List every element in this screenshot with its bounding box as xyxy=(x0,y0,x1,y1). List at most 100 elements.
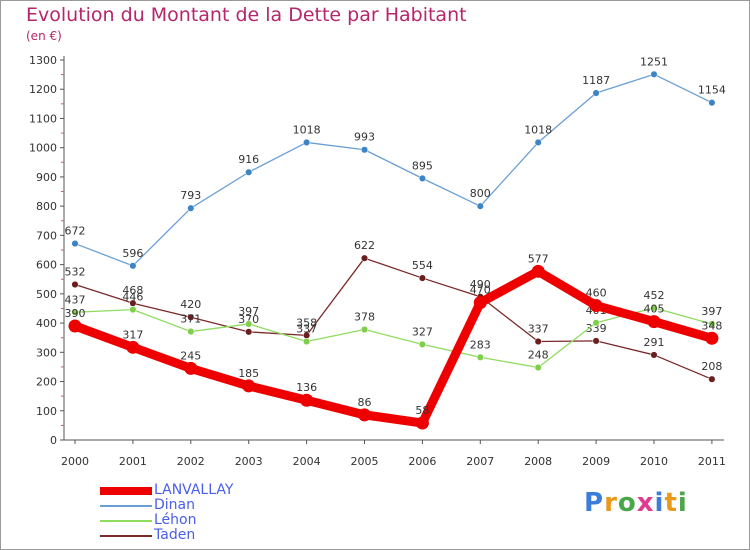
logo-letter: r xyxy=(604,488,618,518)
data-label-taden: 622 xyxy=(354,239,375,252)
data-label-l-hon: 248 xyxy=(528,349,549,362)
data-label-lanvallay: 405 xyxy=(644,303,665,316)
data-label-dinan: 793 xyxy=(180,189,201,202)
data-point-l-hon xyxy=(129,306,137,314)
data-label-l-hon: 446 xyxy=(122,291,143,304)
data-label-l-hon: 378 xyxy=(354,311,375,324)
data-point-taden xyxy=(360,254,369,262)
y-tick-label: 400 xyxy=(36,317,57,330)
data-point-lanvallay xyxy=(647,315,661,329)
series-line-dinan xyxy=(74,73,713,267)
data-label-lanvallay: 460 xyxy=(586,287,607,300)
data-point-l-hon xyxy=(650,304,658,312)
series-line-taden xyxy=(74,257,713,380)
data-label-dinan: 916 xyxy=(238,153,259,166)
x-tick-label: 2000 xyxy=(61,455,89,468)
data-point-l-hon xyxy=(708,320,716,328)
y-tick-label: 1300 xyxy=(29,54,57,67)
data-point-dinan xyxy=(708,99,716,107)
data-point-taden xyxy=(418,274,426,282)
data-point-dinan xyxy=(129,262,137,270)
data-label-lanvallay: 317 xyxy=(122,328,143,341)
data-label-dinan: 672 xyxy=(65,225,86,238)
data-point-lanvallay xyxy=(415,416,429,430)
data-point-taden xyxy=(534,337,542,346)
y-tick-label: 800 xyxy=(36,200,57,213)
logo-letter: i xyxy=(654,488,665,518)
legend-label: Taden xyxy=(154,527,196,543)
data-point-taden xyxy=(708,375,716,383)
data-label-taden: 490 xyxy=(470,278,491,291)
logo-letter: o xyxy=(617,488,637,518)
x-tick-label: 2006 xyxy=(408,455,436,468)
legend-swatch xyxy=(100,520,152,522)
chart-subtitle: (en €) xyxy=(26,29,62,43)
data-point-dinan xyxy=(360,146,369,154)
series-line-l-hon xyxy=(74,307,713,369)
data-point-lanvallay xyxy=(126,340,140,354)
data-point-dinan xyxy=(71,240,79,248)
data-point-lanvallay xyxy=(358,408,371,422)
data-point-dinan xyxy=(592,89,600,97)
y-tick-label: 700 xyxy=(36,229,57,242)
data-point-dinan xyxy=(534,138,542,146)
data-point-l-hon xyxy=(187,328,195,336)
data-point-l-hon xyxy=(476,353,484,361)
legend-label: Léhon xyxy=(154,512,197,528)
y-tick-label: 300 xyxy=(36,346,57,359)
data-point-lanvallay xyxy=(300,393,314,407)
data-point-dinan xyxy=(650,70,658,78)
data-label-dinan: 895 xyxy=(412,159,433,172)
data-label-l-hon: 283 xyxy=(470,338,491,351)
data-label-dinan: 1251 xyxy=(640,55,668,68)
y-tick-label: 900 xyxy=(36,171,57,184)
data-label-dinan: 1187 xyxy=(582,74,610,87)
data-label-l-hon: 437 xyxy=(65,293,86,306)
data-point-l-hon xyxy=(360,325,369,334)
data-point-taden xyxy=(650,351,658,359)
data-point-taden xyxy=(71,280,79,289)
data-point-l-hon xyxy=(303,337,311,346)
data-label-lanvallay: 136 xyxy=(296,381,317,394)
data-point-lanvallay xyxy=(242,379,256,393)
legend-swatch xyxy=(100,505,152,507)
logo-letter: i xyxy=(677,488,688,518)
chart-title: Evolution du Montant de la Dette par Hab… xyxy=(26,4,467,26)
data-label-lanvallay: 348 xyxy=(701,319,722,332)
x-tick-label: 2002 xyxy=(177,455,205,468)
x-tick-label: 2007 xyxy=(466,455,494,468)
y-tick-label: 500 xyxy=(36,288,57,301)
y-tick-label: 1100 xyxy=(29,112,57,125)
data-point-dinan xyxy=(245,168,253,176)
y-tick-label: 1000 xyxy=(29,142,57,155)
data-point-lanvallay xyxy=(68,319,82,333)
data-label-dinan: 596 xyxy=(122,247,143,260)
data-point-lanvallay xyxy=(531,264,545,278)
logo-letter: t xyxy=(664,488,678,518)
data-point-l-hon xyxy=(245,320,253,328)
y-tick-label: 100 xyxy=(36,405,57,418)
data-point-taden xyxy=(592,337,600,345)
y-tick-label: 0 xyxy=(50,434,57,447)
data-point-dinan xyxy=(187,204,195,212)
data-label-l-hon: 327 xyxy=(412,325,433,338)
data-point-lanvallay xyxy=(473,296,487,310)
x-tick-label: 2009 xyxy=(582,455,610,468)
data-label-taden: 291 xyxy=(644,336,665,349)
data-label-dinan: 1018 xyxy=(524,123,552,136)
data-point-l-hon xyxy=(592,319,600,327)
data-label-taden: 420 xyxy=(180,298,201,311)
data-label-l-hon: 397 xyxy=(238,305,259,318)
data-point-l-hon xyxy=(418,340,426,348)
data-label-taden: 358 xyxy=(296,316,317,329)
data-label-taden: 554 xyxy=(412,259,433,272)
data-point-dinan xyxy=(303,138,311,146)
data-label-lanvallay: 577 xyxy=(528,252,549,265)
legend-item: Léhon xyxy=(100,513,300,528)
data-label-taden: 370 xyxy=(238,313,259,326)
data-label-taden: 337 xyxy=(528,322,549,335)
data-label-lanvallay: 86 xyxy=(358,396,372,409)
data-point-dinan xyxy=(418,174,426,182)
legend-label: LANVALLAY xyxy=(154,482,234,498)
